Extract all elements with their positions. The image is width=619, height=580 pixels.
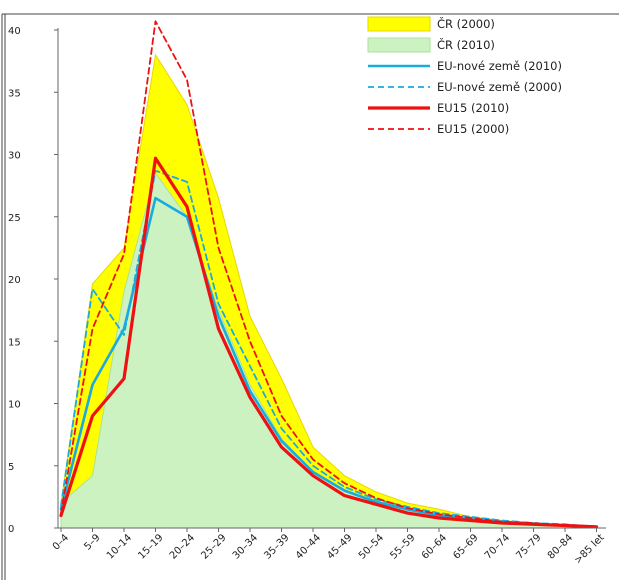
x-tick-label: 0–4 — [51, 532, 71, 552]
legend-swatch — [367, 37, 431, 53]
y-tick-label: 15 — [8, 337, 21, 348]
legend-item: EU15 (2000) — [368, 122, 509, 136]
legend-item: EU15 (2010) — [368, 101, 509, 115]
legend-label: ČR (2010) — [437, 37, 495, 52]
legend-label: ČR (2000) — [437, 16, 495, 31]
legend-item: EU-nové země (2010) — [368, 59, 562, 73]
y-tick-label: 35 — [8, 88, 21, 99]
legend-label: EU-nové země (2000) — [437, 80, 562, 94]
axes — [57, 28, 606, 529]
y-tick-label: 5 — [8, 462, 14, 473]
x-tick-label: 75–79 — [514, 532, 543, 561]
x-tick-label: 60–64 — [420, 532, 449, 561]
legend-swatch — [367, 16, 431, 32]
area-series — [60, 53, 597, 529]
x-tick-label: 25–29 — [199, 532, 228, 561]
x-tick-label: 45–49 — [325, 532, 354, 561]
x-tick-label: 70–74 — [483, 532, 512, 561]
legend-label: EU-nové země (2010) — [437, 59, 562, 73]
y-tick-label: 10 — [8, 400, 21, 411]
x-tick-label: 80–84 — [546, 532, 575, 561]
x-tick-label: 65–69 — [451, 532, 480, 561]
y-tick-label: 20 — [8, 275, 21, 286]
legend-label: EU15 (2000) — [437, 122, 509, 136]
x-tick-label: 20–24 — [168, 532, 197, 561]
x-tick-label: 40–44 — [294, 532, 323, 561]
y-tick-label: 25 — [8, 213, 21, 224]
x-tick-label: 30–34 — [231, 532, 260, 561]
x-tick-label: 15–19 — [136, 532, 165, 561]
legend-label: EU15 (2010) — [437, 101, 509, 115]
x-tick-label: 35–39 — [262, 532, 291, 561]
legend: ČR (2000) ČR (2010) EU-nové země (2010) EU-… — [367, 16, 562, 136]
line-series-5 — [60, 20, 598, 528]
x-tick-label: 10–14 — [105, 532, 134, 561]
plot-frame — [1, 13, 619, 580]
x-tick-label: >85 let — [573, 532, 607, 566]
x-tick-label: 5–9 — [82, 532, 102, 552]
line-series — [59, 20, 599, 529]
x-axis-ticks: 0–4 5–9 10–14 15–19 20–24 25–29 30–34 35–39 40–4… — [51, 528, 607, 566]
y-tick-label: 30 — [8, 151, 21, 162]
x-tick-label: 50–54 — [357, 532, 386, 561]
legend-item: ČR (2010) — [367, 37, 495, 53]
y-axis-ticks: 0 5 10 15 20 25 30 35 40 — [8, 26, 58, 535]
line-series-4 — [59, 156, 599, 529]
legend-item: EU-nové země (2000) — [368, 80, 562, 94]
legend-item: ČR (2000) — [367, 16, 495, 32]
x-tick-label: 55–59 — [388, 532, 417, 561]
y-tick-label: 0 — [8, 524, 14, 535]
y-tick-label: 40 — [8, 26, 21, 37]
